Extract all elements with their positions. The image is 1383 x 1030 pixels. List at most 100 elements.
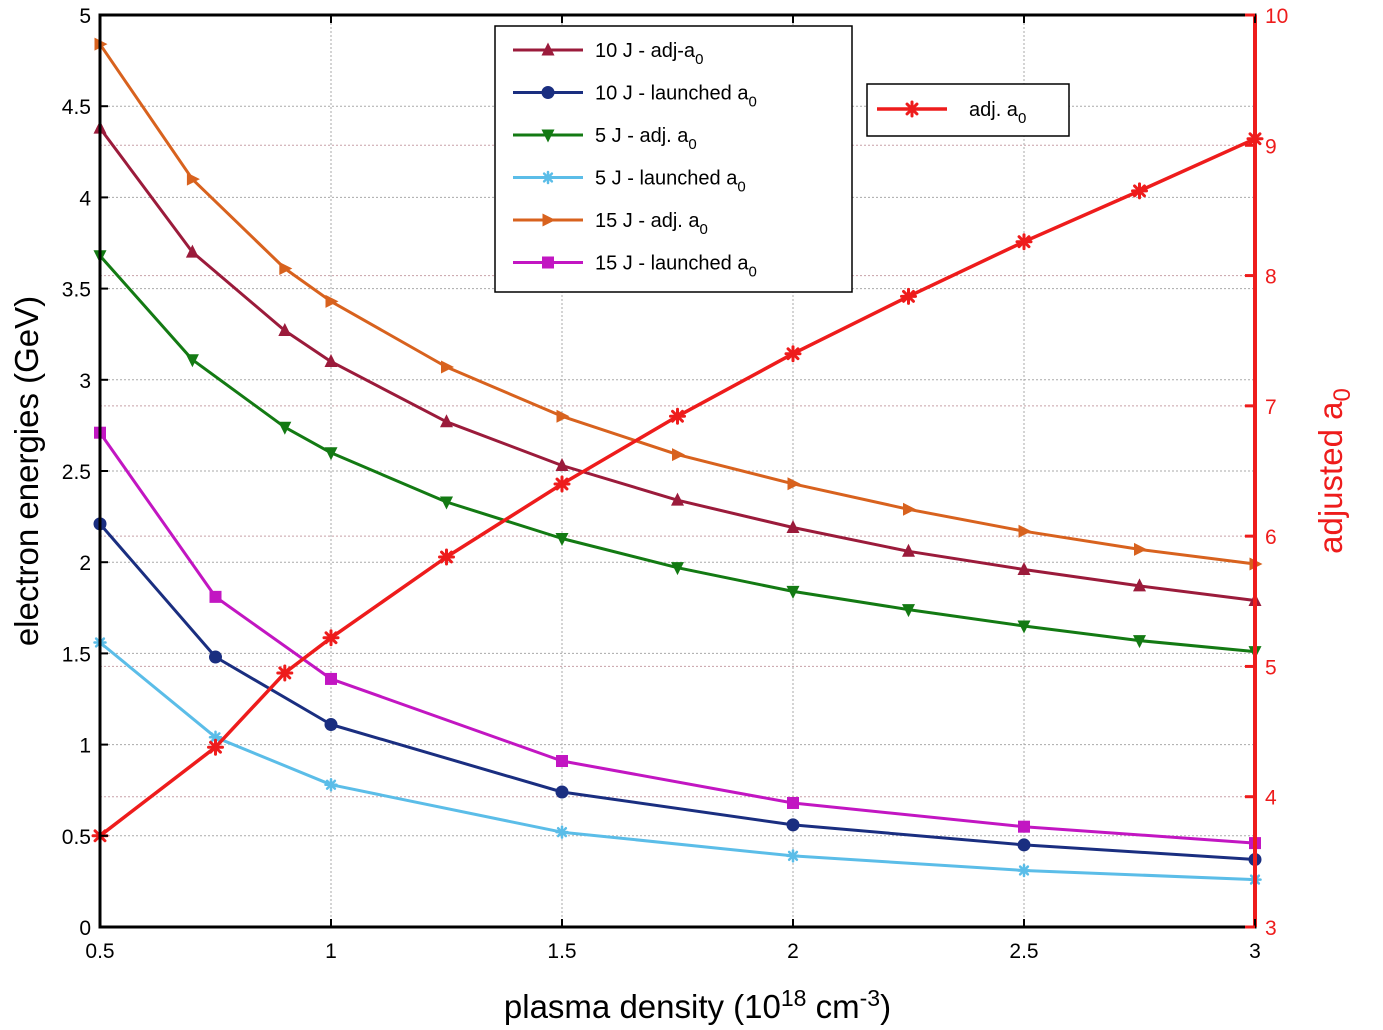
legend-label-sub: 0 [748,94,756,111]
y-right-tick-label: 7 [1265,396,1277,419]
x-tick-label: 1 [325,940,337,963]
y-right-tick-label: 6 [1265,526,1277,549]
data-point [669,407,686,425]
legend-label: 15 J - launched a0 [595,253,757,281]
data-point [1131,182,1148,200]
data-point [324,718,338,732]
data-point [556,755,568,768]
legend-item: 5 J - adj. a0 [513,125,697,153]
data-point [438,548,455,566]
data-point-stroke [787,850,799,862]
data-point [555,825,569,839]
legend-label: adj. a0 [969,99,1026,127]
data-point [1015,233,1033,251]
data-point-stroke [210,732,221,743]
data-point [784,345,802,363]
data-point [209,590,222,603]
data-point [209,650,222,664]
legend-label-base: 10 J - adj-a [595,40,696,62]
data-point [556,409,570,423]
y-right-tick-label: 3 [1265,917,1277,940]
data-point-stroke [671,409,684,423]
legend-label-sub: 0 [688,136,696,153]
data-point [903,502,916,516]
data-point [440,496,453,510]
data-point [278,323,292,337]
data-point-stroke [555,477,569,491]
data-point [324,777,338,792]
legend-swatch-marker [541,170,555,185]
legend-main-box [494,25,853,293]
legend-swatch-marker [541,86,555,99]
data-point [441,360,454,374]
y-left-tick-label: 4 [79,187,91,210]
data-point [1017,561,1031,575]
y-right-tick-label: 4 [1265,787,1277,810]
series-line [98,43,1256,566]
y-left-tick-label: 2 [79,552,91,575]
data-point [207,738,224,756]
y-left-tick-label: 1 [79,735,91,758]
series-layer [91,37,1264,887]
series-line [98,137,1256,838]
legend-label-sub: 0 [1018,110,1026,127]
data-point [324,354,338,368]
data-point-stroke [556,827,568,838]
legend-swatch-marker-stroke [905,102,919,116]
y-left-tick-label: 4.5 [62,96,91,119]
y-left-tick-label: 0.5 [62,826,91,849]
legend-secondary: adj. a0 [866,83,1070,137]
data-point [786,585,800,599]
data-point [787,796,799,809]
data-point [325,294,339,308]
series-line [98,254,1256,654]
y-left-tick-label: 5 [79,5,91,28]
legend-label: 5 J - launched a0 [595,168,746,196]
data-point [325,672,337,685]
y-left-tick-label: 3 [79,370,91,393]
data-point [555,785,569,799]
data-point [671,492,684,506]
data-point-stroke [278,666,292,680]
data-point [1018,820,1030,833]
y-axis-right-title: adjusted a0 [1312,388,1356,554]
data-point [1134,542,1147,556]
data-point [555,532,569,546]
data-point [1017,838,1031,852]
y-left-tick-label: 0 [79,917,91,940]
y-right-tick-label: 9 [1265,135,1277,158]
data-point [902,604,915,618]
legend-swatch-marker [541,42,555,56]
x-axis-title-sup1: 18 [781,985,807,1011]
legend-label-base: 10 J - launched a [595,83,749,105]
x-tick-label: 1.5 [547,940,576,963]
data-point [185,354,199,368]
data-point [1017,620,1031,634]
legend-swatch-marker [541,129,555,143]
legend-label-base: 5 J - launched a [595,168,738,190]
legend-label-base: 15 J - launched a [595,253,749,275]
data-point-stroke [209,740,222,754]
legend-label-sub: 0 [700,221,708,238]
data-point [440,414,453,428]
legend-label: 10 J - launched a0 [595,83,757,111]
x-tick-label: 0.5 [85,940,114,963]
data-point-stroke [1017,235,1031,249]
legend-swatch-marker [903,100,921,118]
data-point [900,287,917,305]
series-line [98,127,1256,602]
legend-item: 15 J - launched a0 [513,253,757,281]
data-point [555,458,569,472]
legend-item: 10 J - adj-a0 [513,40,703,68]
data-point-stroke [440,550,453,564]
data-point [278,421,292,435]
series-3 [93,250,1262,660]
legend-label: 10 J - adj-a0 [595,40,703,68]
x-tick-label: 2.5 [1009,940,1038,963]
legend-swatch-marker [542,256,554,269]
legend-item: adj. a0 [877,99,1026,127]
data-point-stroke [324,631,338,645]
legend-item: 15 J - adj. a0 [513,210,708,238]
legend-swatch-marker-stroke [542,172,554,183]
